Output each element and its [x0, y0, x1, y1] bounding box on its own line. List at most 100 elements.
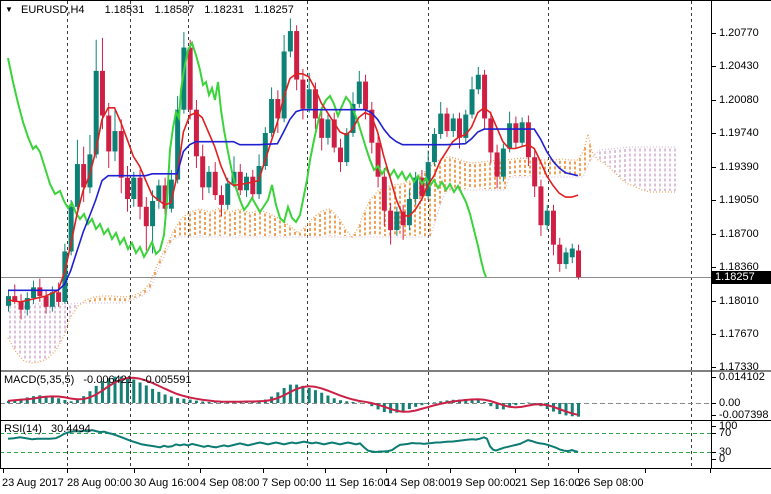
symbol-ohlc-line: ▼ EURUSD,H4 1.18531 1.18587 1.18231 1.18… — [5, 4, 294, 16]
candle-bearish — [81, 164, 87, 188]
open-value: 1.18531 — [104, 4, 145, 16]
candle-bearish — [237, 171, 243, 191]
price-axis-label: 1.20430 — [719, 60, 759, 72]
candle-bearish — [56, 292, 62, 302]
high-value: 1.18587 — [154, 4, 195, 16]
candle-bullish — [350, 103, 356, 133]
time-axis-label: 11 Sep 16:00 — [325, 477, 390, 489]
candle-bearish — [419, 177, 425, 197]
candle-bearish — [513, 123, 519, 143]
candle-bearish — [363, 81, 369, 110]
price-axis-label: 1.18700 — [719, 227, 759, 240]
low-value: 1.18231 — [204, 4, 245, 16]
rsi-line — [7, 429, 579, 454]
rsi-axis-label: 100 — [719, 420, 738, 432]
rsi-indicator-label: RSI(14) 30.4494 — [4, 423, 97, 435]
candle-bearish — [388, 210, 394, 231]
candle-bullish — [306, 89, 312, 109]
candle-bullish — [431, 133, 437, 163]
candle-bullish — [394, 211, 400, 231]
candle-bearish — [162, 185, 168, 209]
candle-bullish — [563, 252, 569, 265]
rsi-axis-label: 70 — [719, 427, 732, 439]
kijun-sen-line — [8, 108, 579, 292]
price-axis-label: 1.20770 — [719, 27, 759, 39]
candle-bearish — [18, 301, 24, 310]
time-axis-label: 26 Sep 08:00 — [578, 477, 644, 489]
candle-bearish — [250, 176, 256, 195]
chikou-span-line — [7, 40, 487, 278]
candle-bearish — [457, 118, 463, 138]
macd-signal-line — [7, 376, 579, 416]
time-axis-label: 4 Sep 08:00 — [200, 477, 260, 489]
candle-bearish — [444, 113, 450, 132]
candle-bearish — [118, 131, 124, 178]
candle-bearish — [43, 296, 49, 307]
candle-bearish — [212, 171, 218, 196]
candle-bullish — [150, 200, 156, 227]
candle-bearish — [400, 211, 406, 226]
candle-bearish — [319, 118, 325, 138]
current-price-tag: 1.18257 — [712, 271, 771, 284]
candle-bearish — [143, 206, 149, 227]
candle-bullish — [413, 177, 419, 200]
candle-bullish — [175, 109, 181, 180]
candle-bullish — [112, 131, 118, 152]
close-value: 1.18257 — [254, 4, 294, 16]
candle-bullish — [425, 162, 431, 197]
collapse-triangle-icon[interactable]: ▼ — [5, 5, 13, 14]
macd-axis-label: 0.00 — [719, 397, 741, 409]
price-axis-label: 1.17670 — [719, 327, 759, 340]
candle-bullish — [544, 210, 550, 226]
time-axis-label: 21 Sep 16:00 — [515, 477, 581, 489]
current-price-text: 1.18257 — [715, 271, 755, 283]
candle-bearish — [538, 186, 544, 226]
candle-bearish — [375, 142, 381, 177]
senkou-span-a-line — [7, 133, 676, 364]
candle-bearish — [37, 287, 43, 297]
time-axis-label: 28 Aug 00:00 — [67, 477, 132, 489]
candle-bullish — [475, 74, 481, 90]
candle-bullish — [406, 199, 412, 226]
candle-bullish — [281, 51, 287, 119]
candle-bullish — [68, 206, 74, 252]
price-axis-label: 1.19050 — [719, 193, 759, 206]
candle-bearish — [137, 177, 143, 207]
candle-bearish — [106, 115, 112, 152]
candle-bearish — [200, 156, 206, 188]
candle-bearish — [369, 109, 375, 143]
candle-bullish — [569, 248, 575, 258]
candle-bearish — [482, 74, 488, 119]
candle-bullish — [156, 185, 162, 201]
price-axis-label: 1.19740 — [719, 127, 759, 139]
candle-bullish — [62, 251, 68, 302]
candle-bullish — [262, 133, 268, 167]
candle-bearish — [125, 177, 131, 200]
candle-bearish — [300, 79, 306, 109]
candle-bearish — [331, 119, 337, 148]
senkou-span-b-line — [8, 146, 676, 305]
candle-bearish — [525, 122, 531, 158]
time-axis-label: 23 Aug 2017 — [2, 477, 64, 489]
candle-bearish — [275, 99, 281, 119]
candle-bullish — [31, 287, 37, 299]
rsi-value: 30.4494 — [50, 423, 91, 435]
rsi-axis-label: 30 — [719, 446, 732, 458]
candle-bearish — [99, 70, 105, 116]
candle-bearish — [337, 147, 343, 163]
candle-bullish — [6, 296, 11, 306]
candle-bullish — [24, 298, 30, 310]
price-axis-label: 1.18360 — [719, 260, 759, 273]
candle-bullish — [450, 118, 456, 132]
candle-bearish — [187, 47, 193, 110]
candle-bullish — [500, 148, 506, 177]
candle-bullish — [344, 133, 350, 163]
candle-bearish — [294, 31, 300, 80]
candle-bullish — [206, 171, 212, 188]
time-axis-label: 14 Sep 08:00 — [385, 477, 451, 489]
candle-bearish — [312, 89, 318, 119]
candle-bullish — [287, 31, 293, 52]
macd-indicator-label: MACD(5,35,5) -0.006421 -0.005591 — [4, 374, 198, 386]
